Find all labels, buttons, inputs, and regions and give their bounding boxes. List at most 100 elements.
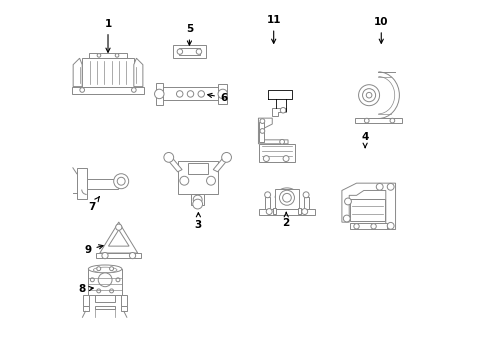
Circle shape [354,224,359,229]
Circle shape [187,91,194,97]
Polygon shape [73,58,82,87]
Bar [219,84,227,104]
Text: 6: 6 [208,93,227,103]
Bar [83,294,89,306]
Text: 4: 4 [362,132,369,148]
Circle shape [387,222,394,229]
Circle shape [371,224,376,229]
Circle shape [196,49,202,54]
Bar [173,45,206,58]
Text: 11: 11 [267,15,281,43]
Bar [72,87,144,94]
Circle shape [221,153,231,162]
Circle shape [131,87,136,92]
Circle shape [180,176,189,185]
Circle shape [365,118,369,123]
Bar [97,253,141,258]
Polygon shape [191,194,204,205]
Ellipse shape [93,267,117,273]
Polygon shape [258,118,288,144]
Circle shape [260,129,265,133]
Bar [77,168,87,199]
Polygon shape [342,183,395,229]
Polygon shape [134,58,143,87]
Polygon shape [100,222,138,253]
Circle shape [390,118,395,123]
Circle shape [279,190,294,205]
Text: 7: 7 [88,197,99,212]
Circle shape [280,139,285,144]
Circle shape [359,85,380,106]
Bar [275,189,299,208]
Bar [82,58,134,87]
Circle shape [260,119,265,123]
Bar [87,179,118,189]
Circle shape [387,183,394,190]
Text: 5: 5 [186,24,193,45]
Bar [89,53,127,58]
Circle shape [280,108,286,113]
Bar [304,197,309,208]
Bar [88,269,122,294]
Bar [298,208,301,213]
Bar [83,306,89,311]
Circle shape [303,192,309,198]
Bar [259,208,315,215]
Ellipse shape [88,265,122,273]
Circle shape [114,174,129,189]
Bar [178,161,218,194]
Bar [355,118,402,123]
Bar [350,224,387,229]
Circle shape [110,267,114,271]
Circle shape [176,91,183,97]
Text: 8: 8 [78,284,93,294]
Bar [95,294,115,302]
Circle shape [97,267,101,271]
Circle shape [110,289,114,293]
Bar [121,294,127,306]
Bar [156,83,163,105]
Circle shape [283,156,289,162]
Bar [178,48,200,55]
Polygon shape [108,230,129,246]
Circle shape [344,198,351,205]
Circle shape [367,93,372,98]
Circle shape [266,208,272,215]
Circle shape [116,224,122,230]
Bar [158,87,223,100]
Bar [259,144,295,162]
Bar [350,199,385,221]
Circle shape [177,49,183,54]
Circle shape [376,183,383,190]
Bar [273,208,276,213]
Circle shape [115,54,119,57]
Text: 2: 2 [283,212,290,228]
Circle shape [302,208,308,215]
Circle shape [97,54,101,57]
Circle shape [207,176,216,185]
Text: 10: 10 [374,17,389,43]
Circle shape [218,89,227,99]
Circle shape [164,153,173,162]
Circle shape [80,87,84,92]
Circle shape [193,199,202,209]
Text: 9: 9 [84,245,103,255]
Circle shape [265,192,270,198]
Circle shape [363,89,376,102]
Polygon shape [188,163,208,174]
Circle shape [117,177,125,185]
Bar [265,197,270,208]
Text: 1: 1 [104,19,112,52]
Circle shape [129,252,136,259]
Polygon shape [272,108,286,116]
Circle shape [97,289,101,293]
Circle shape [116,278,120,282]
Circle shape [98,273,112,287]
Circle shape [90,278,94,282]
Polygon shape [167,156,182,172]
Circle shape [193,195,202,204]
Bar [95,306,115,309]
Circle shape [198,91,204,97]
Circle shape [343,215,350,222]
Text: 3: 3 [195,213,202,230]
